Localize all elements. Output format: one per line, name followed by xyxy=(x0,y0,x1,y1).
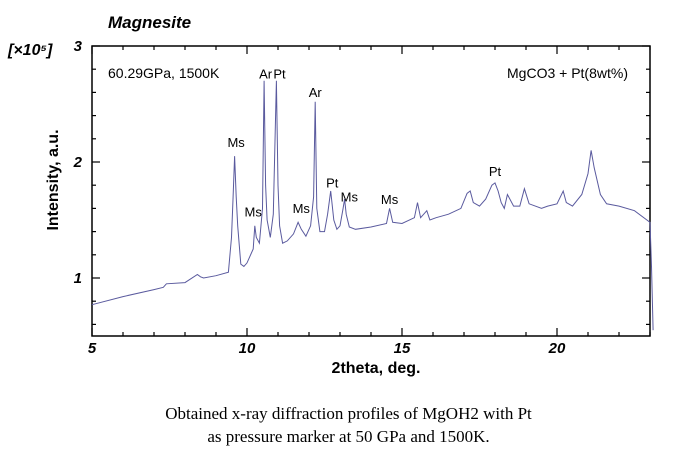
peak-label: Pt xyxy=(273,66,286,81)
peak-label: Ms xyxy=(293,201,311,216)
y-axis-label: Intensity, a.u. xyxy=(45,129,62,230)
diffraction-line xyxy=(91,80,654,331)
x-tick-label: 20 xyxy=(548,340,566,357)
peak-label: Ms xyxy=(341,189,359,204)
sample-label: MgCO3 + Pt(8wt%) xyxy=(507,65,628,81)
plot-frame xyxy=(91,45,651,337)
y-multiplier: [×10⁵] xyxy=(7,42,53,59)
x-tick-label: 5 xyxy=(88,340,97,357)
peak-label: Pt xyxy=(489,164,502,179)
peak-label: Ms xyxy=(381,192,399,207)
x-tick-label: 15 xyxy=(394,340,411,357)
x-axis-label: 2theta, deg. xyxy=(332,360,421,377)
tick-labels: 5 10 15 20 1 2 3 xyxy=(73,38,566,357)
y-tick-label: 2 xyxy=(73,154,83,171)
y-tick-label: 3 xyxy=(74,38,83,55)
chart-title: Magnesite xyxy=(108,13,191,32)
peak-label: Ms xyxy=(227,135,245,150)
peak-label: Pt xyxy=(326,176,339,191)
peak-label: Ar xyxy=(259,66,273,81)
x-tick-label: 10 xyxy=(239,340,256,357)
y-tick-label: 1 xyxy=(74,270,82,287)
peak-label: Ar xyxy=(309,85,323,100)
condition-label: 60.29GPa, 1500K xyxy=(108,65,220,81)
peak-label: Ms xyxy=(245,205,263,220)
caption-line-2: as pressure marker at 50 GPa and 1500K. xyxy=(207,427,490,446)
caption-line-1: Obtained x-ray diffraction profiles of M… xyxy=(165,404,532,423)
axis-ticks xyxy=(91,45,651,336)
